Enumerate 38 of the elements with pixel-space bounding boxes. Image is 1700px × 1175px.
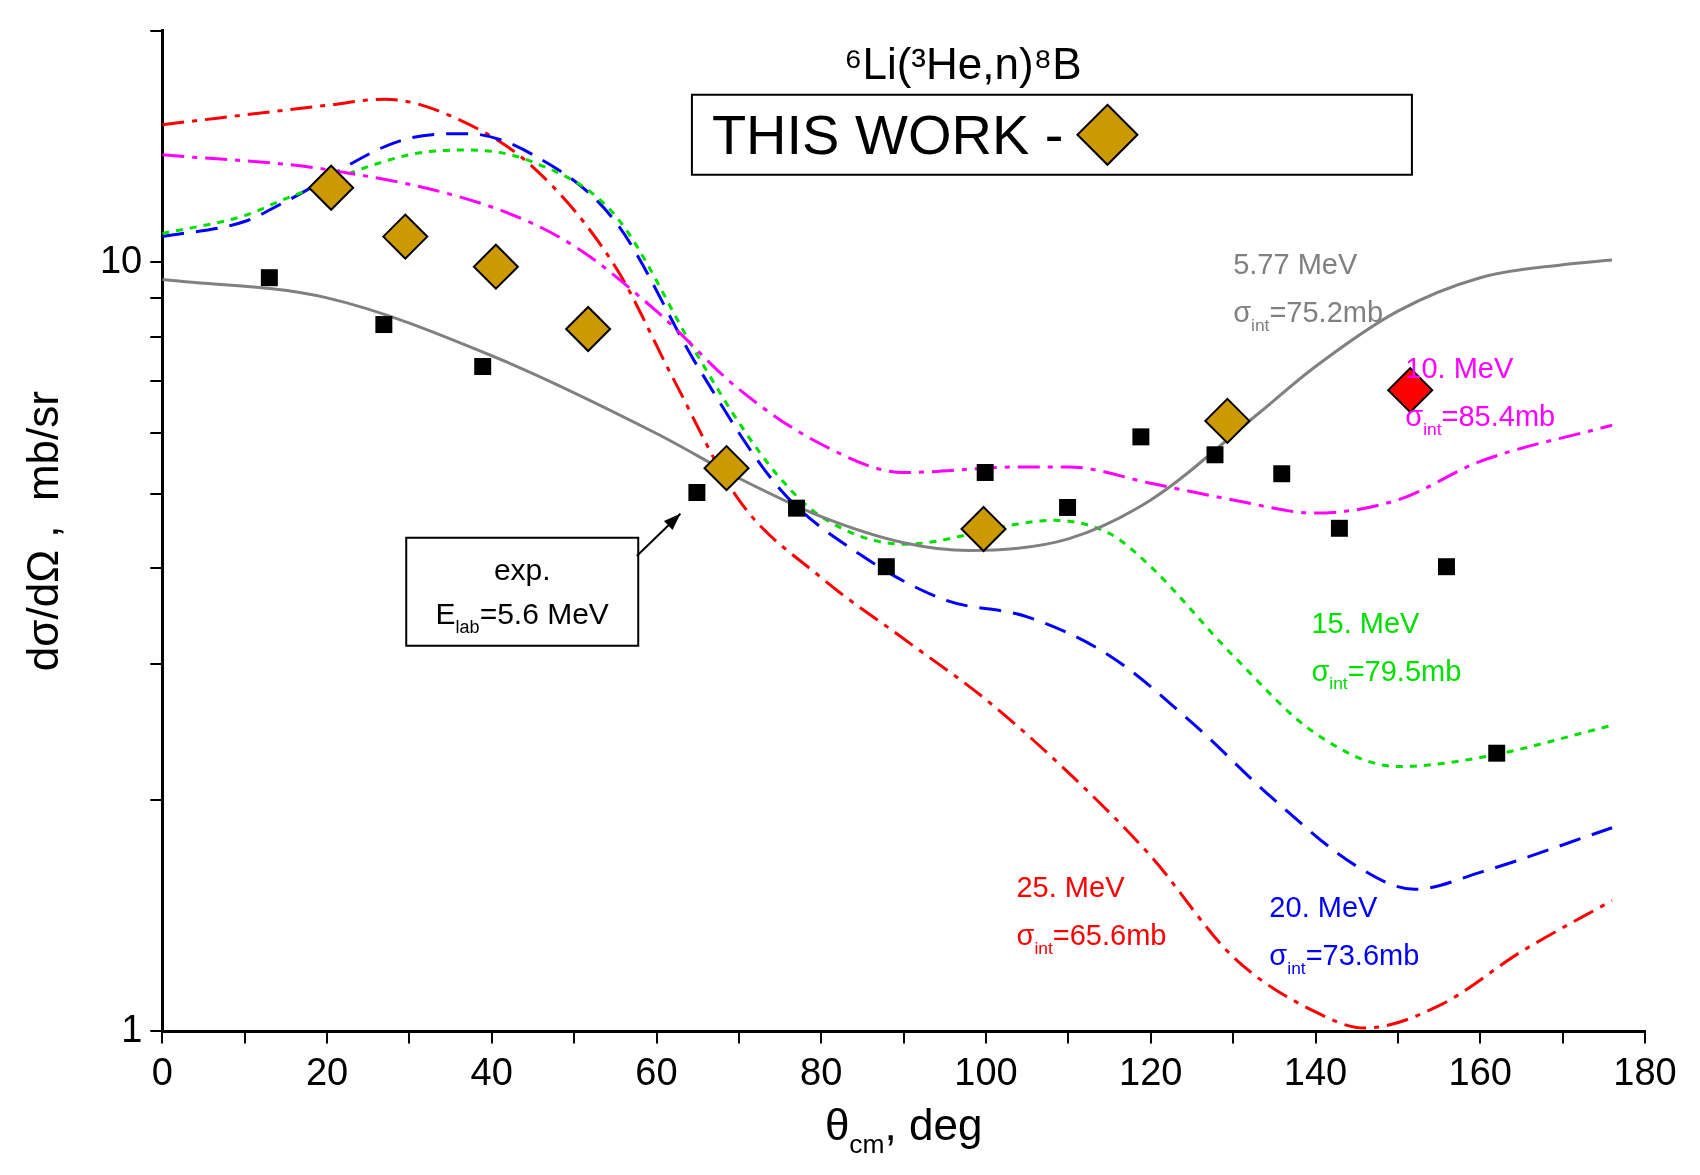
y-tick-label: 10 (99, 238, 143, 281)
x-tick-label: 120 (1119, 1050, 1183, 1093)
point (788, 499, 806, 517)
point (474, 358, 492, 376)
y-axis-title: dσ/dΩ , mb/sr (18, 391, 67, 672)
point (1059, 498, 1077, 516)
point (1273, 465, 1291, 483)
x-tick-label: 160 (1448, 1050, 1512, 1093)
x-tick-label: 20 (305, 1050, 349, 1093)
point (1330, 519, 1348, 537)
point (703, 445, 750, 492)
point (1132, 428, 1150, 446)
line-series (162, 153, 1614, 515)
x-tick-label: 80 (800, 1050, 843, 1093)
x-tick-label: 0 (151, 1050, 173, 1093)
x-tick-label: 100 (954, 1050, 1018, 1093)
point (1204, 397, 1251, 444)
point (1206, 446, 1224, 464)
point (308, 164, 355, 211)
point (877, 558, 895, 576)
point (1488, 744, 1506, 762)
x-tick-label: 180 (1613, 1050, 1677, 1093)
point (260, 269, 278, 287)
point (1437, 558, 1455, 576)
legend-label: THIS WORK - (711, 102, 1064, 166)
y-tick-label: 1 (121, 1007, 143, 1050)
point (382, 213, 429, 260)
x-tick-label: 40 (470, 1050, 513, 1093)
point (960, 506, 1007, 553)
point (688, 484, 706, 501)
line-series (162, 97, 1614, 1030)
point (375, 316, 393, 334)
x-tick-label: 60 (635, 1050, 678, 1093)
point (565, 306, 612, 353)
x-tick-label: 140 (1283, 1050, 1348, 1093)
point (976, 464, 994, 481)
chart-title: ⁶Li(³He,n)⁸B (844, 38, 1082, 88)
point (472, 243, 519, 290)
